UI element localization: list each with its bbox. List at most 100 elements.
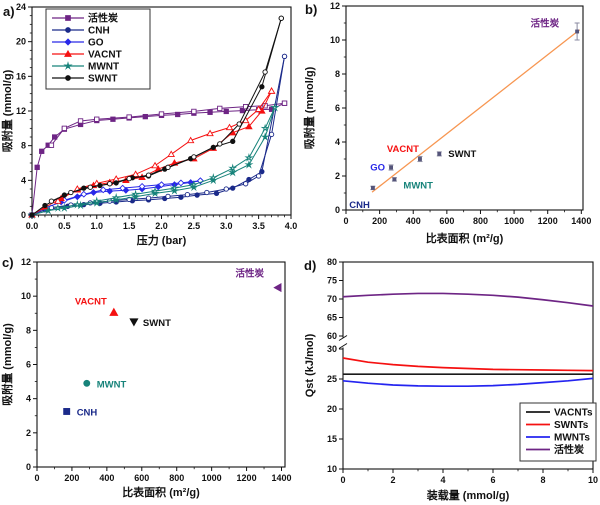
series-a-1 — [29, 53, 288, 218]
svg-text:80: 80 — [327, 257, 337, 267]
axis-labels-c: 比表面积 (m²/g) 吸附量 (mmol/g) c) — [0, 255, 200, 499]
point-b-4: SWNT — [436, 149, 476, 160]
svg-text:20: 20 — [16, 37, 26, 47]
svg-text:600: 600 — [439, 216, 454, 226]
svg-text:2: 2 — [26, 428, 31, 438]
point-b-5: 活性炭 — [531, 18, 580, 41]
svg-text:SWNT: SWNT — [143, 318, 171, 329]
svg-text:SWNT: SWNT — [88, 74, 117, 85]
y-axis-c: 0 2 4 6 8 10 12 — [21, 257, 37, 472]
svg-text:6: 6 — [490, 475, 495, 485]
svg-text:10: 10 — [327, 464, 337, 474]
plot-frame-c — [36, 261, 286, 468]
svg-text:30: 30 — [327, 344, 337, 354]
svg-text:GO: GO — [370, 163, 385, 174]
svg-text:0: 0 — [343, 216, 348, 226]
svg-text:25: 25 — [327, 374, 337, 384]
axis-labels-a: 压力 (bar) 吸附量 (mmol/g) a) — [0, 4, 187, 247]
svg-text:20: 20 — [327, 404, 337, 414]
svg-text:0: 0 — [340, 475, 345, 485]
svg-text:MWNT: MWNT — [403, 180, 433, 191]
point-c-3: SWNT — [129, 318, 171, 329]
svg-text:活性炭: 活性炭 — [88, 12, 118, 25]
series-a-5 — [29, 15, 284, 218]
svg-text:0.5: 0.5 — [58, 221, 71, 231]
svg-text:6: 6 — [26, 360, 31, 370]
svg-text:70: 70 — [327, 294, 337, 304]
svg-text:1.0: 1.0 — [90, 221, 103, 231]
svg-text:2: 2 — [335, 171, 340, 181]
svg-text:24: 24 — [16, 2, 26, 12]
svg-text:b): b) — [305, 2, 317, 17]
svg-text:4: 4 — [26, 394, 31, 404]
svg-text:6: 6 — [335, 103, 340, 113]
svg-text:0: 0 — [21, 210, 26, 220]
svg-text:MWNTs: MWNTs — [554, 433, 590, 444]
y-axis-d: 10 15 20 25 30 60 65 70 75 80 — [327, 257, 343, 474]
point-c-4: 活性炭 — [235, 268, 282, 293]
svg-text:SWNT: SWNT — [448, 149, 476, 160]
series-d-1 — [342, 357, 594, 372]
axis-labels-b: 比表面积 (m²/g) 吸附量 (mmol/g) b) — [302, 2, 504, 245]
panel-a-chart: 0.0 0.5 1.0 1.5 2.0 2.5 3.0 3.5 4.004812162024压力… — [0, 2, 297, 247]
svg-text:CNH: CNH — [77, 407, 98, 418]
svg-text:0: 0 — [34, 473, 39, 483]
svg-text:10: 10 — [588, 475, 598, 485]
svg-text:4: 4 — [21, 175, 26, 185]
point-b-1: GO — [370, 163, 394, 174]
x-axis-b: 0 200 400 600 800 1000 1200 1400 — [343, 210, 591, 226]
svg-text:12: 12 — [16, 106, 26, 116]
svg-text:活性炭: 活性炭 — [235, 268, 264, 280]
svg-text:CNH: CNH — [349, 200, 370, 211]
svg-text:0.0: 0.0 — [26, 221, 39, 231]
svg-text:600: 600 — [134, 473, 149, 483]
point-c-2: VACNT — [75, 296, 119, 316]
point-b-2: MWNT — [391, 177, 433, 191]
svg-text:3.5: 3.5 — [252, 221, 265, 231]
svg-text:8: 8 — [335, 69, 340, 79]
panel-d-chart: 0 2 4 6 8 10 10 15 20 25 30 60 65 70 75 80 装载量 (mmol/g) Q… — [304, 257, 598, 502]
x-axis-d: 0 2 4 6 8 10 — [340, 469, 598, 485]
svg-text:1200: 1200 — [538, 216, 558, 226]
svg-text:60: 60 — [327, 331, 337, 341]
svg-text:3.0: 3.0 — [220, 221, 233, 231]
svg-text:VACNT: VACNT — [75, 296, 107, 307]
svg-text:比表面积 (m²/g): 比表面积 (m²/g) — [426, 231, 504, 245]
svg-text:活性炭: 活性炭 — [531, 18, 560, 30]
svg-text:4: 4 — [335, 137, 340, 147]
y-axis-a: 0 4 8 12 16 20 24 — [16, 2, 32, 220]
svg-text:2: 2 — [390, 475, 395, 485]
svg-text:200: 200 — [64, 473, 79, 483]
svg-text:200: 200 — [372, 216, 387, 226]
svg-text:400: 400 — [99, 473, 114, 483]
axis-labels-d: 装载量 (mmol/g) Qst (kJ/mol) d) — [304, 258, 510, 502]
svg-text:MWNT: MWNT — [97, 379, 127, 390]
svg-text:SWNTs: SWNTs — [554, 420, 589, 431]
svg-text:装载量 (mmol/g): 装载量 (mmol/g) — [426, 488, 510, 502]
svg-text:10: 10 — [21, 291, 31, 301]
point-b-3: VACNT — [387, 144, 423, 163]
svg-text:MWNT: MWNT — [88, 62, 119, 73]
axis-break-d — [338, 335, 348, 349]
svg-text:800: 800 — [473, 216, 488, 226]
svg-text:1000: 1000 — [202, 473, 222, 483]
svg-text:12: 12 — [21, 257, 31, 267]
svg-text:比表面积 (m²/g): 比表面积 (m²/g) — [122, 485, 200, 499]
svg-text:a): a) — [3, 4, 15, 19]
svg-text:吸附量 (mmol/g): 吸附量 (mmol/g) — [0, 323, 14, 406]
svg-text:2.0: 2.0 — [155, 221, 168, 231]
svg-text:压力 (bar): 压力 (bar) — [137, 233, 187, 247]
svg-text:12: 12 — [330, 1, 340, 11]
svg-text:VACNT: VACNT — [387, 144, 419, 155]
svg-text:10: 10 — [330, 35, 340, 45]
fit-line-b — [371, 29, 581, 193]
svg-text:1000: 1000 — [504, 216, 524, 226]
svg-text:0: 0 — [335, 205, 340, 215]
svg-text:2.5: 2.5 — [188, 221, 201, 231]
svg-text:活性炭: 活性炭 — [554, 443, 584, 456]
svg-text:VACNTs: VACNTs — [554, 408, 593, 419]
svg-text:1400: 1400 — [271, 473, 291, 483]
svg-text:8: 8 — [540, 475, 545, 485]
